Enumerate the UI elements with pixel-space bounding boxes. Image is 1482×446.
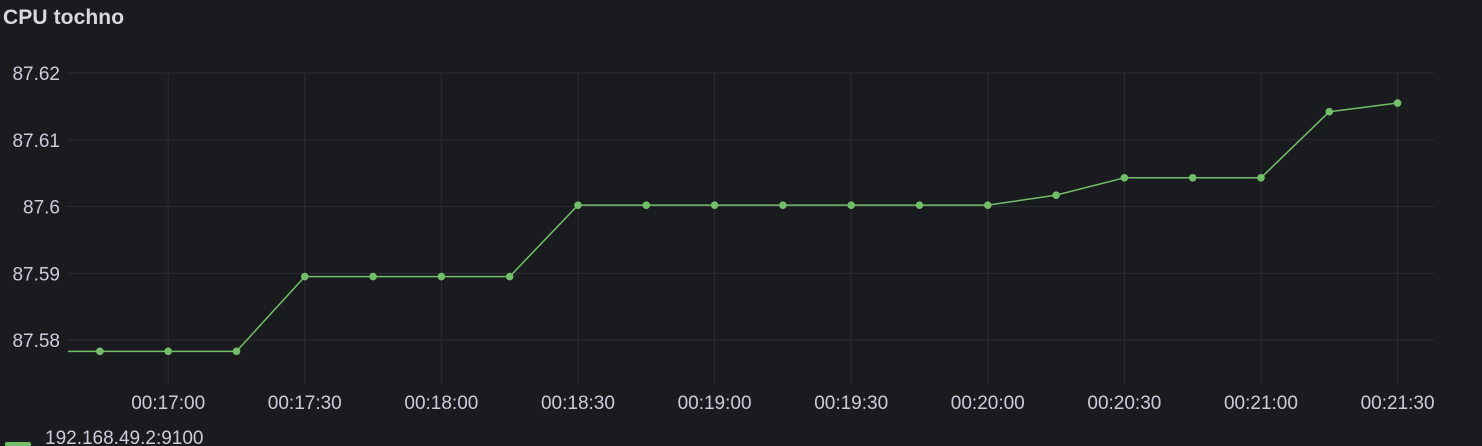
x-tick-label: 00:19:00: [678, 393, 752, 414]
y-tick-label: 87.58: [12, 331, 60, 352]
legend-swatch: [5, 441, 31, 446]
data-point[interactable]: [983, 201, 992, 209]
data-point[interactable]: [847, 201, 855, 209]
data-point[interactable]: [1120, 173, 1129, 182]
data-point[interactable]: [574, 201, 582, 209]
data-point[interactable]: [1325, 107, 1334, 116]
data-point[interactable]: [369, 272, 377, 281]
y-axis-tick-labels: 87.62 87.61 87.6 87.59 87.58: [12, 64, 60, 352]
x-tick-label: 00:18:00: [404, 393, 478, 414]
x-tick-label: 00:18:30: [541, 393, 615, 414]
y-tick-label: 87.61: [12, 131, 60, 152]
data-point[interactable]: [642, 201, 651, 209]
data-point[interactable]: [96, 347, 104, 356]
data-point[interactable]: [1393, 99, 1402, 107]
x-tick-label: 00:17:00: [131, 393, 205, 414]
x-tick-label: 00:20:00: [951, 393, 1025, 414]
data-point[interactable]: [232, 347, 241, 356]
x-tick-label: 00:21:30: [1361, 393, 1435, 414]
x-tick-label: 00:17:30: [268, 393, 342, 414]
data-point[interactable]: [1188, 173, 1197, 182]
data-point[interactable]: [505, 272, 514, 281]
data-point[interactable]: [779, 201, 787, 209]
legend-label: 192.168.49.2:9100: [45, 428, 204, 446]
y-tick-label: 87.6: [23, 198, 60, 219]
x-tick-label: 00:19:30: [814, 393, 888, 414]
x-tick-label: 00:21:00: [1224, 393, 1298, 414]
series-line[interactable]: [67, 102, 1398, 353]
series-layer[interactable]: [67, 99, 1402, 356]
line-chart: 87.62 87.61 87.6 87.59 87.58 00:17:00 00:17:3…: [12, 64, 1434, 414]
data-point[interactable]: [300, 272, 309, 281]
y-tick-label: 87.62: [12, 64, 60, 85]
data-point[interactable]: [1257, 173, 1265, 182]
y-tick-label: 87.59: [12, 264, 60, 285]
data-point[interactable]: [437, 272, 446, 281]
data-point[interactable]: [1052, 191, 1060, 199]
panel-title[interactable]: CPU tochno: [3, 6, 125, 29]
grid-lines: [68, 72, 1434, 384]
data-point[interactable]: [164, 347, 172, 356]
x-axis-tick-labels: 00:17:00 00:17:30 00:18:00 00:18:30 00:19:00…: [131, 393, 1434, 414]
x-tick-label: 00:20:30: [1087, 393, 1161, 414]
data-point[interactable]: [710, 201, 719, 209]
data-point[interactable]: [915, 201, 924, 209]
legend[interactable]: 192.168.49.2:9100: [5, 428, 204, 446]
